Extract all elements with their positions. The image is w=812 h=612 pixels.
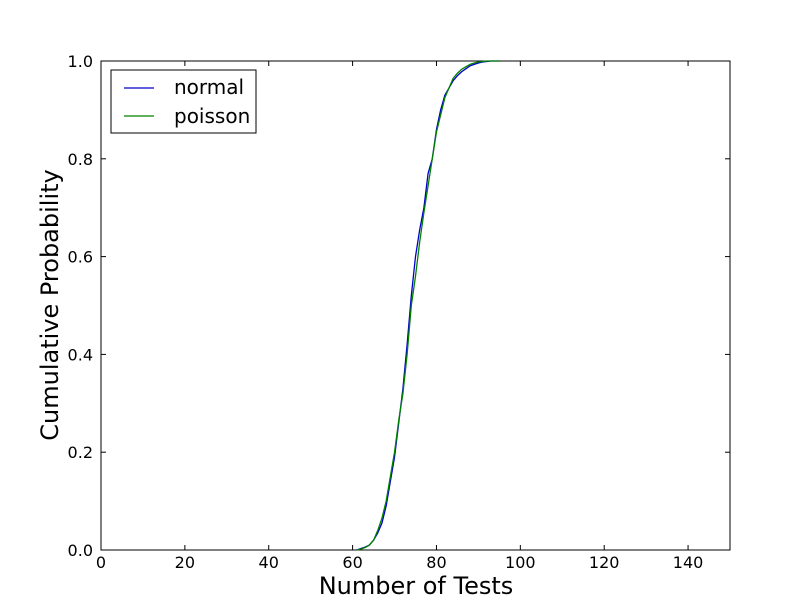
- x-tick-label: 60: [342, 553, 362, 572]
- x-tick-label: 140: [673, 553, 704, 572]
- legend-poisson-label: poisson: [174, 104, 250, 128]
- y-tick-label: 0.4: [68, 345, 93, 364]
- y-tick-label: 0.2: [68, 443, 93, 462]
- x-tick-label: 80: [426, 553, 446, 572]
- y-tick-label: 0.8: [68, 150, 93, 169]
- tick-labels: 0 20 40 60 80 100 120 140 0.0 0.2 0.4 0.6 0.8 1.0: [68, 52, 704, 572]
- series-line-normal: [356, 60, 500, 551]
- legend: normal poisson: [110, 69, 257, 134]
- series-line-poisson: [356, 60, 500, 551]
- y-tick-label: 1.0: [68, 52, 93, 71]
- x-axis-label: Number of Tests: [319, 572, 514, 600]
- x-tick-label: 0: [96, 553, 106, 572]
- y-tick-label: 0.0: [68, 541, 93, 560]
- legend-normal-label: normal: [174, 75, 244, 99]
- x-tick-label: 20: [175, 553, 195, 572]
- x-tick-label: 100: [505, 553, 536, 572]
- y-axis-label: Cumulative Probability: [36, 169, 64, 440]
- x-tick-label: 40: [259, 553, 279, 572]
- y-tick-label: 0.6: [68, 248, 93, 267]
- legend-box: [110, 69, 257, 134]
- plot-area: [100, 60, 731, 551]
- axis-ticks: [100, 60, 730, 551]
- series-lines: [356, 60, 500, 551]
- x-tick-label: 120: [589, 553, 620, 572]
